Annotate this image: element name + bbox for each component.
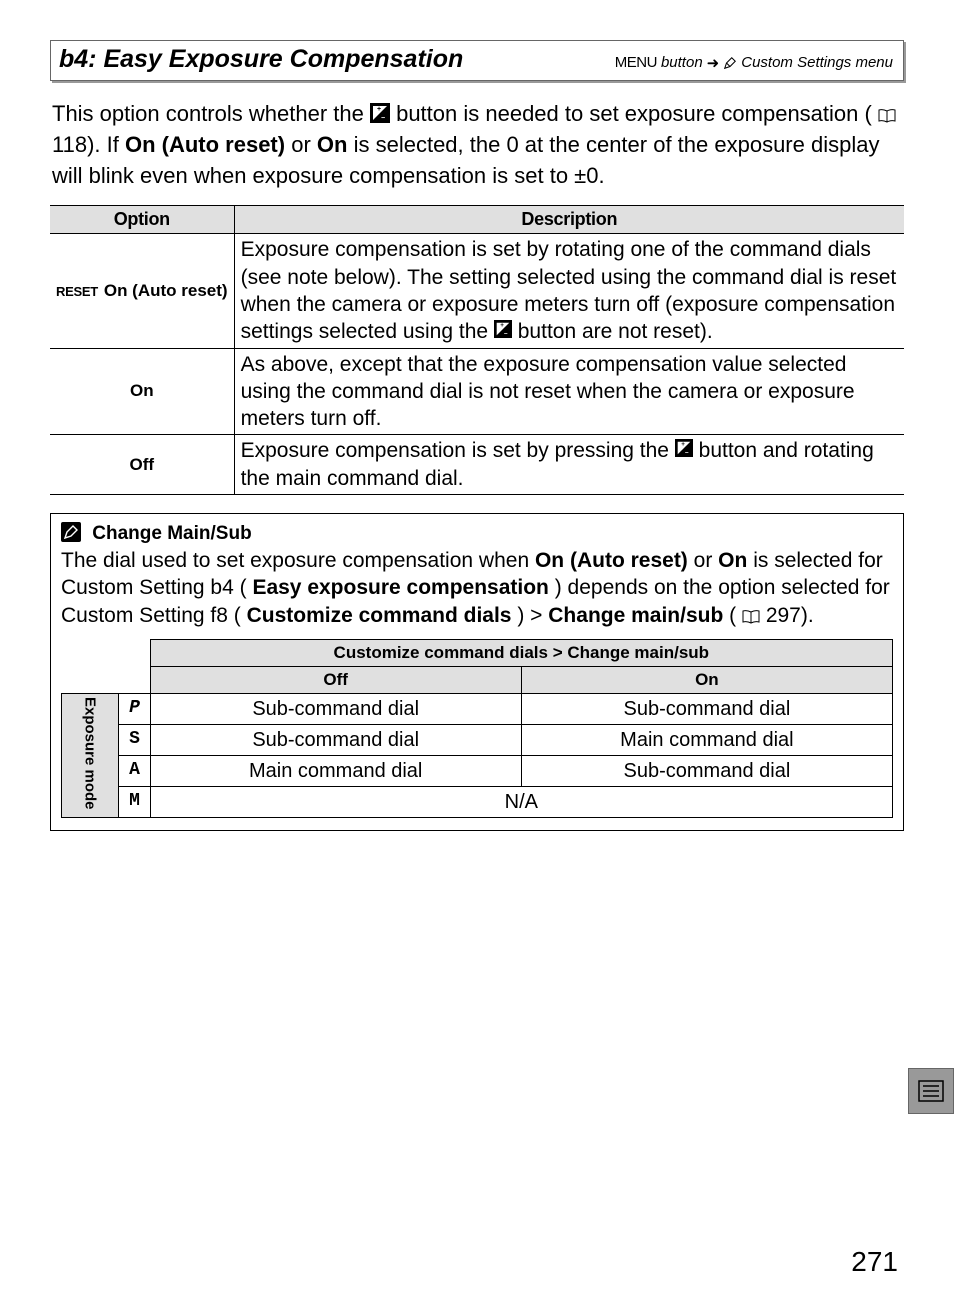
intro-paragraph: This option controls whether the +− butt…	[50, 99, 904, 191]
matrix-table: Customize command dials > Change main/su…	[61, 639, 893, 818]
table-row: Customize command dials > Change main/su…	[62, 639, 893, 666]
page-number: 271	[851, 1246, 898, 1278]
note-text: 297).	[766, 604, 814, 627]
table-row: Off On	[62, 667, 893, 694]
path-tail: Custom Settings menu	[741, 54, 893, 71]
menu-label: MENU	[615, 54, 657, 71]
section-heading: b4: Easy Exposure Compensation MENU butt…	[50, 40, 904, 81]
table-row: On As above, except that the exposure co…	[50, 348, 904, 435]
pencil-icon	[61, 522, 81, 542]
svg-text:−: −	[685, 450, 689, 457]
note-text: (	[729, 604, 736, 627]
option-cell: RESET On (Auto reset)	[50, 234, 234, 348]
intro-text: button is needed to set exposure compens…	[396, 101, 872, 126]
option-name: On (Auto reset)	[104, 281, 228, 300]
svg-text:+: +	[681, 442, 685, 449]
col-description: Description	[234, 206, 904, 234]
button-word: button	[661, 54, 703, 71]
table-row: M N/A	[62, 787, 893, 818]
matrix-cell: Sub-command dial	[150, 725, 521, 756]
svg-text:+: +	[377, 106, 381, 113]
table-row: RESET On (Auto reset) Exposure compensati…	[50, 234, 904, 348]
mode-cell: P	[119, 694, 150, 725]
svg-text:+: +	[500, 322, 504, 329]
matrix-cell: Main command dial	[150, 756, 521, 787]
option-cell: On	[50, 348, 234, 435]
note-text: ) >	[517, 604, 548, 627]
note-text: or	[694, 549, 719, 572]
note-bold: Change main/sub	[548, 604, 723, 627]
row-group-label: Exposure mode	[62, 694, 119, 818]
svg-text:−: −	[504, 331, 508, 338]
table-row: Off Exposure compensation is set by pres…	[50, 435, 904, 495]
table-header-row: Option Description	[50, 206, 904, 234]
matrix-cell: Main command dial	[521, 725, 892, 756]
note-bold: On (Auto reset)	[535, 549, 688, 572]
mode-cell: S	[119, 725, 150, 756]
col-on: On	[521, 667, 892, 694]
col-option: Option	[50, 206, 234, 234]
note-bold: On	[718, 549, 747, 572]
matrix-cell: Sub-command dial	[521, 756, 892, 787]
table-row: S Sub-command dial Main command dial	[62, 725, 893, 756]
note-bold: Easy exposure compensation	[252, 576, 548, 599]
corner-cell	[62, 639, 151, 693]
list-icon	[918, 1080, 944, 1102]
exposure-comp-button-icon: +−	[494, 320, 512, 338]
heading-path: MENU button ➜ Custom Settings menu	[615, 54, 893, 72]
note-title: Change Main/Sub	[61, 522, 893, 545]
matrix-header: Customize command dials > Change main/su…	[150, 639, 892, 666]
reset-label: RESET	[56, 284, 98, 299]
arrow-icon: ➜	[707, 54, 720, 72]
note-bold: Customize command dials	[247, 604, 512, 627]
description-cell: Exposure compensation is set by pressing…	[234, 435, 904, 495]
page-ref-icon	[742, 610, 760, 624]
mode-cell: A	[119, 756, 150, 787]
note-title-text: Change Main/Sub	[92, 523, 251, 544]
matrix-cell: Sub-command dial	[521, 694, 892, 725]
option-cell: Off	[50, 435, 234, 495]
options-table: Option Description RESET On (Auto reset) …	[50, 205, 904, 495]
exposure-comp-button-icon: +−	[675, 439, 693, 457]
col-off: Off	[150, 667, 521, 694]
intro-text: 118). If	[52, 132, 125, 157]
intro-text: or	[291, 132, 317, 157]
heading-title: b4: Easy Exposure Compensation	[59, 45, 463, 74]
desc-text: button are not reset).	[518, 320, 713, 343]
vlabel-text: Exposure mode	[83, 697, 98, 810]
desc-text: Exposure compensation is set by pressing…	[241, 439, 675, 462]
pencil-icon	[723, 56, 737, 70]
table-row: A Main command dial Sub-command dial	[62, 756, 893, 787]
description-cell: Exposure compensation is set by rotating…	[234, 234, 904, 348]
matrix-cell: N/A	[150, 787, 892, 818]
note-body: The dial used to set exposure compensati…	[61, 547, 893, 629]
side-tab-icon	[908, 1068, 954, 1114]
mode-cell: M	[119, 787, 150, 818]
intro-bold: On	[317, 132, 348, 157]
note-box: Change Main/Sub The dial used to set exp…	[50, 513, 904, 831]
intro-text: This option controls whether the	[52, 101, 370, 126]
table-row: Exposure mode P Sub-command dial Sub-com…	[62, 694, 893, 725]
intro-bold: On (Auto reset)	[125, 132, 285, 157]
matrix-cell: Sub-command dial	[150, 694, 521, 725]
svg-text:−: −	[381, 115, 385, 122]
description-cell: As above, except that the exposure compe…	[234, 348, 904, 435]
note-text: The dial used to set exposure compensati…	[61, 549, 535, 572]
page-ref-icon	[878, 109, 896, 123]
exposure-comp-button-icon: +−	[370, 103, 390, 123]
